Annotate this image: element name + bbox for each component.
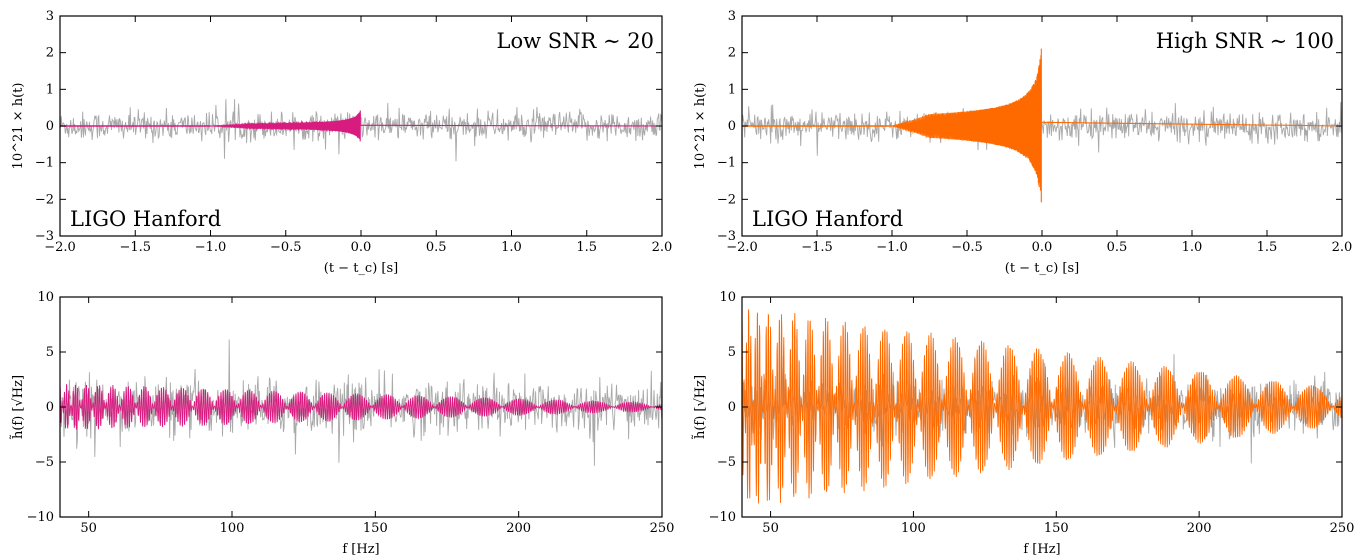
y-axis-label: h̃(f) [√Hz] [691,375,708,440]
y-axis-label: 10^21 × h(t) [11,83,26,170]
y-tick-label: 0 [728,119,736,134]
y-tick-label: 5 [46,345,54,360]
x-tick-label: 1.5 [1257,240,1278,255]
y-tick-label: 2 [46,46,54,61]
x-tick-label: 200 [1187,521,1212,536]
x-tick-label: 0.0 [1032,240,1053,255]
y-tick-label: 0 [728,400,736,415]
y-tick-label: −10 [709,510,736,525]
signal-waveform-series [892,48,1343,203]
x-tick-label: 0.0 [351,240,372,255]
x-tick-label: −0.5 [951,240,983,255]
noisy-data-series [59,339,663,466]
y-tick-label: −2 [35,192,54,207]
x-tick-label: 50 [80,521,97,536]
y-tick-label: −2 [717,192,736,207]
x-tick-label: −0.5 [270,240,302,255]
x-tick-label: 100 [901,521,926,536]
signal-spectrum-series [59,384,663,430]
signal-waveform-series [210,110,663,142]
x-tick-label: 150 [1044,521,1069,536]
x-tick-label: 1.0 [1182,240,1203,255]
snr-annotation: Low SNR ∼ 20 [497,29,654,53]
y-tick-label: 5 [728,345,736,360]
y-tick-label: 1 [728,82,736,97]
plot-frame [59,296,663,518]
y-tick-label: −3 [717,229,736,244]
x-tick-label: 150 [363,521,388,536]
y-tick-label: −1 [717,156,736,171]
x-tick-label: 1.0 [501,240,522,255]
frequency-domain-high-snr-panel: 50 100 150 200 250 −10 −5 0 5 10 f [Hz] h̃(f) [√H… [691,290,1354,556]
noisy-data-series [741,354,1343,464]
detector-label: LIGO Hanford [70,207,221,231]
y-tick-label: 2 [728,46,736,61]
plot-frame [59,15,663,237]
y-axis-label: h̃(f) [√Hz] [9,375,26,440]
snr-annotation: High SNR ∼ 100 [1156,29,1334,53]
x-tick-label: 2.0 [652,240,673,255]
y-tick-label: −3 [35,229,54,244]
x-tick-label: −1.5 [119,240,151,255]
time-domain-low-snr-panel: −2.0 −1.5 −1.0 −0.5 0.0 0.5 1.0 1.5 2.0 −3 −2 −1 0 1 2… [11,9,672,276]
y-tick-label: 10 [37,290,54,305]
y-tick-label: 3 [46,9,54,24]
x-tick-label: 50 [762,521,779,536]
x-tick-label: 0.5 [426,240,447,255]
y-tick-label: 3 [728,9,736,24]
x-tick-label: 250 [650,521,675,536]
y-tick-label: −1 [35,156,54,171]
x-tick-label: −1.0 [876,240,908,255]
x-tick-label: −1.0 [195,240,227,255]
x-tick-label: 200 [506,521,531,536]
y-tick-label: 1 [46,82,54,97]
noisy-data-series [741,101,1343,156]
x-tick-label: 0.5 [1107,240,1128,255]
signal-spectrum-series [741,309,1343,504]
y-tick-label: 0 [46,119,54,134]
x-tick-label: −2.0 [726,240,758,255]
x-tick-label: 1.5 [576,240,597,255]
detector-label: LIGO Hanford [752,207,903,231]
y-tick-label: −10 [27,510,54,525]
x-axis-label: f [Hz] [1023,542,1060,556]
time-domain-high-snr-panel: −2.0 −1.5 −1.0 −0.5 0.0 0.5 1.0 1.5 2.0 −3 −2 −1 0 1 2… [693,9,1352,276]
noisy-data-series [59,99,663,162]
y-tick-label: −5 [717,455,736,470]
x-tick-label: −1.5 [801,240,833,255]
plot-frame [741,296,1343,518]
x-tick-label: −2.0 [44,240,76,255]
y-axis-label: 10^21 × h(t) [693,83,708,170]
x-tick-label: 100 [220,521,245,536]
x-tick-label: 250 [1330,521,1355,536]
x-axis-label: (t − t_c) [s] [1005,261,1079,276]
x-axis-label: f [Hz] [342,542,379,556]
y-tick-label: 0 [46,400,54,415]
frequency-domain-low-snr-panel: 50 100 150 200 250 −10 −5 0 5 10 f [Hz] h̃(f) [√H… [9,290,674,556]
x-axis-label: (t − t_c) [s] [324,261,398,276]
y-tick-label: 10 [719,290,736,305]
plot-frame [741,15,1343,237]
y-tick-label: −5 [35,455,54,470]
x-tick-label: 2.0 [1332,240,1353,255]
